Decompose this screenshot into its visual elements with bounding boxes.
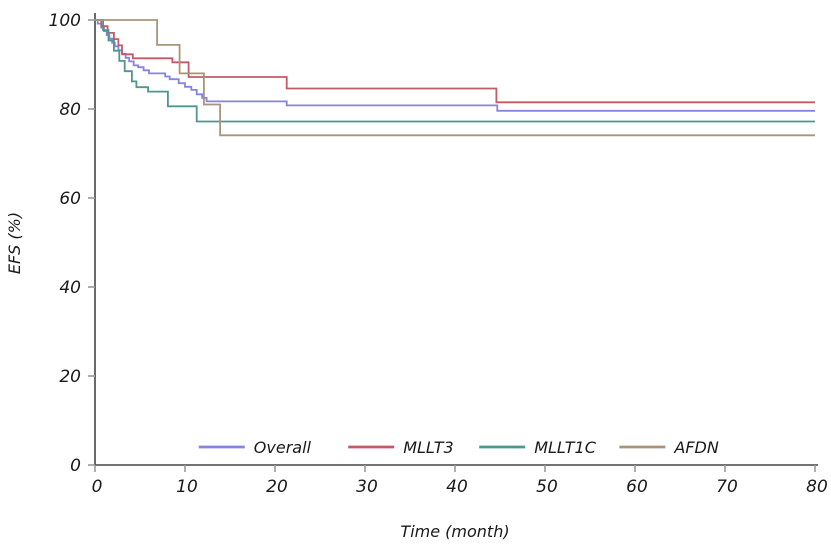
y-tick-label: 60: [59, 189, 81, 209]
y-tick-label: 0: [70, 456, 81, 476]
x-tick-label: 80: [806, 477, 828, 497]
x-tick-label: 10: [176, 477, 198, 497]
legend-label: MLLT3: [403, 438, 454, 457]
legend-item-mllt3: MLLT3: [348, 438, 454, 457]
x-axis-title: Time (month): [400, 522, 509, 541]
legend-item-afdn: AFDN: [619, 438, 719, 457]
x-tick-label: 20: [266, 477, 288, 497]
y-tick-label: 20: [59, 367, 81, 387]
x-tick-label: 50: [536, 477, 558, 497]
legend-label: Overall: [254, 438, 312, 457]
curves-layer: [95, 19, 815, 137]
x-tick-label: 40: [446, 477, 468, 497]
legend-item-mllt1c: MLLT1C: [479, 438, 597, 457]
y-tick-label: 80: [59, 100, 81, 120]
axes-layer: 0 20 40 60 80 100 0 10 20 30 40 50 60 70 80: [49, 11, 828, 497]
legend: Overall MLLT3 MLLT1C AFDN: [198, 438, 719, 457]
x-tick-label: 60: [626, 477, 648, 497]
x-tick-label: 0: [92, 477, 103, 497]
x-tick-label: 70: [716, 477, 738, 497]
legend-item-overall: Overall: [198, 438, 312, 457]
y-tick-label: 40: [59, 278, 81, 298]
legend-label: MLLT1C: [534, 438, 597, 457]
legend-label: AFDN: [673, 438, 718, 457]
curve-mllt1c: [95, 19, 815, 123]
y-tick-label: 100: [49, 11, 81, 31]
y-axis-title: EFS (%): [5, 212, 24, 274]
curve-afdn: [95, 19, 815, 137]
x-tick-label: 30: [356, 477, 378, 497]
